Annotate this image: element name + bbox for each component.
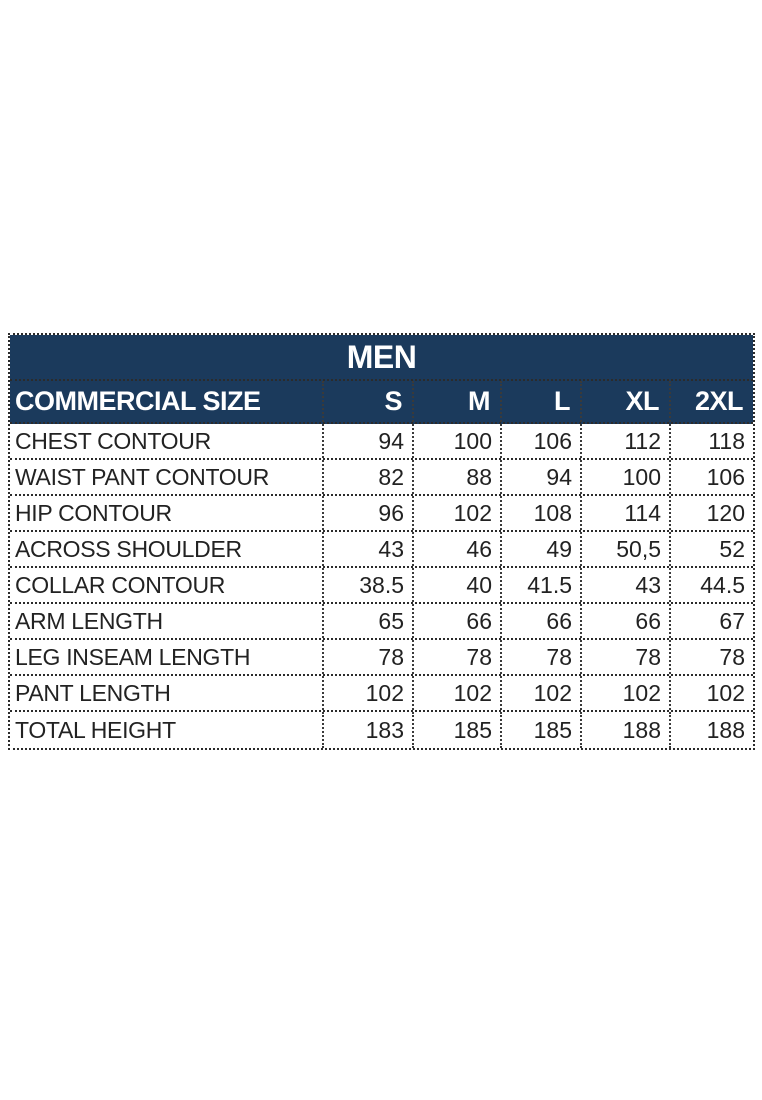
- table-row-leg-inseam-length: LEG INSEAM LENGTH 78 78 78 78 78: [10, 640, 753, 676]
- cell-value: 188: [669, 712, 753, 748]
- cell-value: 66: [412, 604, 500, 638]
- cell-value: 102: [322, 676, 412, 710]
- cell-value: 52: [669, 532, 753, 566]
- table-row-pant-length: PANT LENGTH 102 102 102 102 102: [10, 676, 753, 712]
- column-header-2xl: 2XL: [669, 381, 753, 422]
- cell-value: 106: [669, 460, 753, 494]
- size-chart-table: MEN COMMERCIAL SIZE S M L XL 2XL CHEST C…: [8, 333, 755, 750]
- table-row-waist-pant-contour: WAIST PANT CONTOUR 82 88 94 100 106: [10, 460, 753, 496]
- cell-value: 50,5: [580, 532, 669, 566]
- cell-value: 40: [412, 568, 500, 602]
- cell-value: 67: [669, 604, 753, 638]
- cell-value: 102: [412, 496, 500, 530]
- cell-value: 49: [500, 532, 580, 566]
- cell-value: 100: [412, 424, 500, 458]
- cell-value: 94: [322, 424, 412, 458]
- table-row-collar-contour: COLLAR CONTOUR 38.5 40 41.5 43 44.5: [10, 568, 753, 604]
- cell-value: 188: [580, 712, 669, 748]
- cell-value: 185: [500, 712, 580, 748]
- cell-value: 78: [322, 640, 412, 674]
- cell-value: 43: [322, 532, 412, 566]
- column-header-m: M: [412, 381, 500, 422]
- table-title-row: MEN: [10, 335, 753, 381]
- cell-value: 78: [500, 640, 580, 674]
- table-header-row: COMMERCIAL SIZE S M L XL 2XL: [10, 381, 753, 424]
- cell-value: 114: [580, 496, 669, 530]
- row-label: PANT LENGTH: [15, 679, 171, 706]
- cell-value: 66: [580, 604, 669, 638]
- cell-value: 102: [412, 676, 500, 710]
- cell-value: 106: [500, 424, 580, 458]
- cell-value: 66: [500, 604, 580, 638]
- cell-value: 46: [412, 532, 500, 566]
- column-header-s: S: [322, 381, 412, 422]
- table-row-arm-length: ARM LENGTH 65 66 66 66 67: [10, 604, 753, 640]
- row-label: WAIST PANT CONTOUR: [15, 463, 270, 490]
- cell-value: 185: [412, 712, 500, 748]
- table-row-total-height: TOTAL HEIGHT 183 185 185 188 188: [10, 712, 753, 748]
- cell-value: 102: [580, 676, 669, 710]
- cell-value: 78: [412, 640, 500, 674]
- row-label: COLLAR CONTOUR: [15, 571, 226, 598]
- row-label: LEG INSEAM LENGTH: [15, 643, 251, 670]
- cell-value: 65: [322, 604, 412, 638]
- row-label: HIP CONTOUR: [15, 499, 172, 526]
- cell-value: 112: [580, 424, 669, 458]
- cell-value: 108: [500, 496, 580, 530]
- cell-value: 120: [669, 496, 753, 530]
- cell-value: 43: [580, 568, 669, 602]
- cell-value: 100: [580, 460, 669, 494]
- row-label: ARM LENGTH: [15, 607, 163, 634]
- cell-value: 94: [500, 460, 580, 494]
- column-header-commercial-size: COMMERCIAL SIZE: [15, 386, 261, 416]
- cell-value: 102: [669, 676, 753, 710]
- cell-value: 78: [669, 640, 753, 674]
- column-header-l: L: [500, 381, 580, 422]
- cell-value: 78: [580, 640, 669, 674]
- cell-value: 96: [322, 496, 412, 530]
- row-label: CHEST CONTOUR: [15, 427, 211, 454]
- cell-value: 183: [322, 712, 412, 748]
- row-label: TOTAL HEIGHT: [15, 716, 176, 743]
- table-row-hip-contour: HIP CONTOUR 96 102 108 114 120: [10, 496, 753, 532]
- cell-value: 82: [322, 460, 412, 494]
- table-row-across-shoulder: ACROSS SHOULDER 43 46 49 50,5 52: [10, 532, 753, 568]
- cell-value: 118: [669, 424, 753, 458]
- cell-value: 88: [412, 460, 500, 494]
- table-row-chest-contour: CHEST CONTOUR 94 100 106 112 118: [10, 424, 753, 460]
- table-title: MEN: [346, 338, 417, 375]
- cell-value: 41.5: [500, 568, 580, 602]
- cell-value: 102: [500, 676, 580, 710]
- row-label: ACROSS SHOULDER: [15, 535, 242, 562]
- cell-value: 38.5: [322, 568, 412, 602]
- column-header-xl: XL: [580, 381, 669, 422]
- cell-value: 44.5: [669, 568, 753, 602]
